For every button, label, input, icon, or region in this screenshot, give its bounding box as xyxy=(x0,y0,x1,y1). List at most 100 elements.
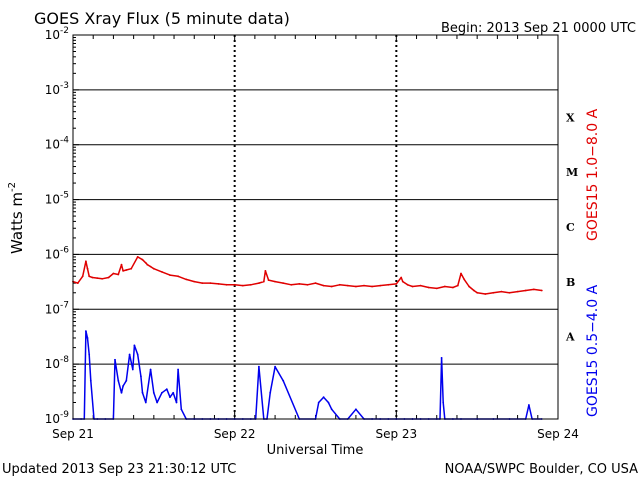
series-long-point xyxy=(476,291,479,294)
begin-time: Begin: 2013 Sep 21 0000 UTC xyxy=(441,21,636,36)
y-tick-label-base: 10 xyxy=(45,193,60,207)
series-long-point xyxy=(427,286,430,289)
flare-class-label: A xyxy=(565,331,575,344)
series-long-point xyxy=(314,282,317,284)
series-long-point xyxy=(435,287,438,290)
y-tick-label: 10-2 xyxy=(45,26,69,42)
series-short-point xyxy=(274,365,276,368)
series-short-point xyxy=(165,388,168,391)
series-long-point xyxy=(96,277,99,279)
series-long-point xyxy=(401,280,404,283)
series-short-point xyxy=(122,385,124,387)
series-long-point xyxy=(338,283,341,286)
flare-class-label: B xyxy=(566,276,575,289)
series-long-point xyxy=(122,270,124,272)
series-short-point xyxy=(175,401,178,404)
y-tick-label-exponent: -7 xyxy=(60,300,69,310)
series-long-point xyxy=(484,293,487,295)
series-long-point xyxy=(91,276,94,279)
series-short-point xyxy=(89,379,92,382)
y-tick-label: 10-4 xyxy=(45,136,70,152)
flare-class-label: X xyxy=(566,111,575,124)
series-short-point xyxy=(136,353,139,356)
series-long-point xyxy=(76,282,79,284)
series-long-point xyxy=(217,283,220,285)
series-long-point xyxy=(540,289,543,292)
series-long-point xyxy=(452,286,454,289)
series-long-point xyxy=(400,276,403,279)
series-long-point xyxy=(209,282,212,284)
series-short-point xyxy=(141,391,144,394)
series-long-point xyxy=(249,283,252,286)
series-long-point xyxy=(395,283,398,285)
series-short-point xyxy=(140,375,142,378)
y-tick-label-exponent: -8 xyxy=(60,355,69,365)
series-short-point xyxy=(177,368,180,371)
series-long-point xyxy=(492,291,495,294)
series-long-point xyxy=(107,276,110,279)
y-tick-label: 10-3 xyxy=(45,81,69,97)
legend-long-channel: GOES15 1.0−8.0 A xyxy=(585,108,601,241)
series-short-point xyxy=(528,404,530,406)
series-long-point xyxy=(169,274,171,276)
flare-class-label: M xyxy=(566,166,578,179)
series-short-point xyxy=(125,379,128,382)
series-long-point xyxy=(387,283,390,286)
y-tick-label-base: 10 xyxy=(45,83,60,97)
x-axis-ticks: Sep 21 Sep 22 Sep 23 Sep 24 xyxy=(52,35,579,441)
series-long-point xyxy=(298,283,301,285)
y-tick-label-exponent: -9 xyxy=(60,410,69,420)
series-long-point xyxy=(241,284,244,287)
series-long-point xyxy=(443,285,446,288)
series-long-point xyxy=(282,282,285,284)
series-short-point xyxy=(149,368,152,371)
series-long-point xyxy=(371,285,373,288)
x-tick-label: Sep 21 xyxy=(52,427,94,441)
y-tick-label: 10-8 xyxy=(45,355,70,371)
y-tick-label-base: 10 xyxy=(45,28,60,42)
series-long-point xyxy=(81,275,84,278)
y-tick-label-exponent: -5 xyxy=(60,191,69,201)
series-long-point xyxy=(258,282,260,284)
series-short-point xyxy=(317,401,320,404)
series-long-point xyxy=(152,267,155,270)
series-long-point xyxy=(193,280,196,283)
series-long-point xyxy=(146,263,149,266)
series-long-point xyxy=(516,290,519,293)
series-short-point xyxy=(258,365,260,368)
series-short-point xyxy=(144,401,147,404)
y-axis-label-text: Watts m xyxy=(8,192,26,254)
series-long-point xyxy=(86,267,89,270)
series-short-point xyxy=(180,408,183,411)
series-short-point xyxy=(172,391,175,394)
y-axis-ticks: 10-910-810-710-610-510-410-310-2 xyxy=(45,26,79,426)
series-short-point xyxy=(442,401,445,404)
series-long-point xyxy=(355,285,357,288)
series-long-point xyxy=(120,263,123,266)
x-axis-label: Universal Time xyxy=(267,443,364,458)
series-short-point xyxy=(133,344,136,347)
y-axis-label-sup: -2 xyxy=(7,182,18,192)
y-tick-label-base: 10 xyxy=(45,247,60,261)
series-short-point xyxy=(152,391,155,394)
series-long-point xyxy=(136,256,139,258)
series-long-point xyxy=(463,278,466,281)
series-long-point xyxy=(112,272,115,275)
series-short-point xyxy=(85,330,87,332)
y-tick-label-exponent: -3 xyxy=(60,81,69,91)
series-long-point xyxy=(322,284,325,287)
x-tick-label: Sep 23 xyxy=(375,427,417,441)
series-long-point xyxy=(88,275,91,278)
y-axis-label: Watts m-2 xyxy=(7,182,26,254)
series-long-point xyxy=(500,290,503,293)
series-short-point xyxy=(114,358,116,361)
grid-lines xyxy=(73,35,558,419)
y-tick-label: 10-7 xyxy=(45,300,69,316)
series-long-point xyxy=(85,260,87,263)
y-tick-label-exponent: -6 xyxy=(60,245,69,255)
plot-frame xyxy=(72,34,559,420)
series-long-point xyxy=(379,284,382,287)
series-short-point xyxy=(440,357,443,359)
